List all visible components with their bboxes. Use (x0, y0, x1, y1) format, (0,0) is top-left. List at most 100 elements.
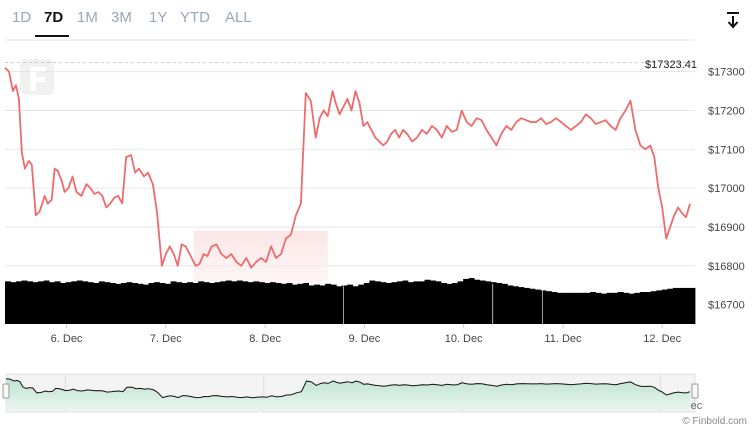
volume-bar (523, 287, 530, 324)
y-axis-labels: $16700 $16800 $16900 $17000 $17100 $17200 $173… (708, 67, 745, 312)
volume-bar (540, 290, 547, 324)
volume-bar (93, 283, 100, 324)
volume-gap (492, 284, 494, 324)
volume-bar (275, 283, 282, 324)
volume-bar (534, 289, 541, 324)
volume-bar (120, 283, 127, 324)
volume-gap (343, 284, 344, 324)
volume-bar (281, 283, 287, 324)
tab-all[interactable]: ALL (225, 9, 252, 26)
volume-bar (369, 280, 376, 324)
volume-bar (220, 281, 227, 324)
volume-bar (413, 281, 420, 324)
volume-bar (308, 285, 315, 324)
volume-bar (258, 282, 265, 324)
tab-ytd[interactable]: YTD (180, 9, 210, 26)
y-tick-label: $17300 (708, 67, 745, 79)
volume-bar (264, 283, 271, 324)
volume-bar (148, 283, 155, 324)
volume-bar (325, 283, 332, 324)
y-tick-label: $17000 (708, 183, 745, 195)
volume-bar (363, 283, 370, 324)
volume-bar (209, 283, 216, 324)
tab-3m[interactable]: 3M (111, 9, 132, 26)
volume-bar (126, 282, 133, 324)
volume-bar (435, 281, 442, 324)
volume-bar (407, 282, 414, 324)
tab-1d[interactable]: 1D (12, 9, 32, 26)
volume-bar (231, 281, 238, 324)
volume-bar (115, 283, 122, 324)
volume-bar (131, 283, 138, 324)
volume-bar (21, 280, 28, 324)
tab-1y[interactable]: 1Y (149, 9, 168, 26)
volume-bar (154, 282, 160, 324)
volume-bar (352, 286, 359, 324)
y-tick-label: $17100 (708, 144, 745, 156)
volume-bar (187, 282, 194, 324)
tab-7d[interactable]: 7D (44, 9, 64, 26)
volume-bar (645, 292, 652, 324)
volume-bar (297, 283, 304, 324)
volume-bar (303, 283, 309, 324)
tab-1m[interactable]: 1M (77, 9, 98, 26)
download-icon[interactable] (725, 10, 741, 30)
volume-bar (49, 282, 56, 324)
volume-bar (109, 283, 116, 324)
volume-bar (557, 292, 563, 324)
volume-bar (463, 278, 470, 324)
volume-bar (65, 282, 72, 324)
volume-bar (214, 282, 221, 324)
volume-bar (468, 278, 475, 324)
volume-bar (330, 284, 337, 324)
volume-bar (683, 287, 690, 324)
volume-bar (452, 283, 459, 324)
volume-bar (192, 283, 199, 324)
volume-bar (43, 280, 50, 324)
volume-bar (590, 292, 597, 324)
navigator-left-handle[interactable] (2, 383, 10, 399)
navigator-area (6, 378, 690, 410)
volume-bar (496, 283, 503, 324)
x-tick-label: 6. Dec (51, 333, 83, 345)
volume-bar (634, 292, 641, 324)
volume-bar (507, 285, 514, 324)
x-tick-label: 11. Dec (544, 333, 582, 345)
navigator-right-handle[interactable] (691, 383, 699, 399)
volume-bar (71, 281, 78, 324)
y-tick-label: $16900 (708, 222, 745, 234)
volume-bar (32, 282, 39, 324)
x-tick-label: 7. Dec (150, 333, 182, 345)
volume-bar (485, 281, 492, 324)
volume-bar (430, 280, 436, 324)
volume-bar (98, 281, 105, 324)
volume-bar (601, 293, 608, 324)
x-tick-label: 12. Dec (643, 333, 681, 345)
volume-bar (479, 280, 486, 324)
volume-bar (137, 283, 144, 324)
volume-bar (385, 283, 392, 324)
volume-bar (568, 292, 574, 324)
x-tick-label: 9. Dec (348, 333, 380, 345)
volume-bar (419, 281, 425, 324)
volume-bar (10, 282, 17, 324)
volume-bar (236, 280, 243, 324)
volume-bar (579, 292, 585, 324)
volume-bar (612, 292, 619, 324)
volume-bar (247, 282, 254, 324)
volume-bar (639, 292, 646, 324)
volume-bar (584, 292, 591, 324)
volume-bar (292, 284, 298, 324)
volume-bar (347, 284, 354, 324)
volume-bar (380, 282, 387, 324)
credit-text: © Finbold.com (682, 416, 747, 427)
volume-bar (667, 288, 674, 324)
y-tick-label: $16800 (708, 261, 745, 273)
volume-gap (542, 284, 543, 324)
volume-bar (661, 289, 668, 324)
volume-bar (198, 281, 205, 324)
volume-bar (650, 291, 657, 324)
